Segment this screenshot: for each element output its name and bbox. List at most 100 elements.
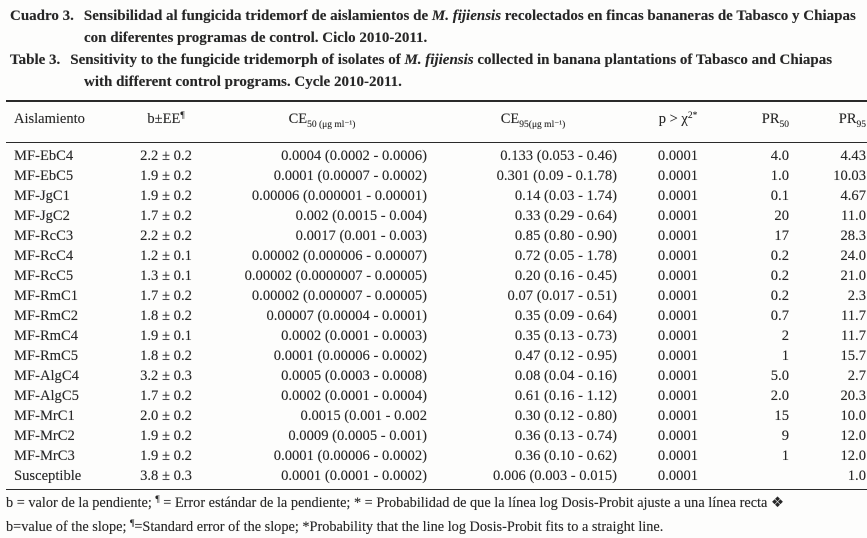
cell-ce50: 0.00002 (0.000007 - 0.00005) [251, 288, 427, 304]
cell-p-chi: 0.0001 [657, 308, 699, 324]
table-row: MF-AlgC5 1.7 ± 0.2 0.0002 (0.0001 - 0.00… [6, 386, 867, 406]
cell-aislamiento: MF-EbC5 [14, 168, 74, 184]
caption-english: Table 3. Sensitivity to the fungicide tri… [6, 50, 862, 93]
cell-pr50: 1 [781, 348, 789, 364]
col-header-b-ee: b±EE¶ [126, 101, 206, 143]
cell-pr95: 11.7 [841, 308, 866, 324]
cell-pr95: 4.67 [840, 188, 866, 204]
cell-pr95: 2.3 [847, 288, 866, 304]
cell-pr50: 0.7 [770, 308, 789, 324]
caption-english-species-name: M. fijiensis [404, 52, 474, 68]
cell-aislamiento: MF-RmC5 [14, 348, 79, 364]
cell-aislamiento: MF-RcC5 [14, 268, 74, 284]
cell-aislamiento: MF-RmC2 [14, 308, 79, 324]
cell-pr50: 15 [774, 408, 789, 424]
caption-spanish-text-after: recolectados en fincas bananeras de Taba… [84, 8, 856, 46]
cell-ce95: 0.20 (0.16 - 0.45) [514, 268, 617, 284]
caption-spanish-label: Cuadro 3. [10, 8, 74, 24]
cell-pr95: 2.7 [847, 368, 866, 384]
cell-aislamiento: MF-JgC2 [14, 208, 70, 224]
col-header-p-chi: p > χ2* [628, 101, 728, 143]
cell-aislamiento: MF-MrC2 [14, 428, 75, 444]
cell-pr95: 28.3 [840, 228, 866, 244]
cell-ce50: 0.00002 (0.0000007 - 0.00005) [244, 268, 427, 284]
cell-pr95: 4.43 [840, 148, 866, 164]
cell-b-ee: 3.2 ± 0.3 [140, 368, 192, 384]
cell-aislamiento: MF-JgC1 [14, 188, 70, 204]
col-header-ce95-sub: 95(μg ml⁻¹) [519, 120, 566, 130]
cell-aislamiento: MF-RmC4 [14, 328, 79, 344]
table-row: MF-AlgC4 3.2 ± 0.3 0.0005 (0.0003 - 0.00… [6, 366, 867, 386]
cell-b-ee: 2.0 ± 0.2 [140, 408, 192, 424]
footnote-english-part1: b=value of the slope; [6, 518, 130, 535]
col-header-p-chi-base: p > χ [658, 111, 688, 127]
cell-ce50: 0.0009 (0.0005 - 0.001) [288, 428, 427, 444]
cell-b-ee: 2.2 ± 0.2 [140, 148, 192, 164]
cell-pr95: 11.7 [841, 328, 866, 344]
cell-b-ee: 1.9 ± 0.2 [140, 448, 192, 464]
cell-p-chi: 0.0001 [657, 288, 699, 304]
cell-p-chi: 0.0001 [657, 348, 699, 364]
col-header-b-ee-sup: ¶ [180, 111, 185, 121]
col-header-ce50: CE50 (μg ml⁻¹) [206, 101, 438, 143]
cell-b-ee: 1.9 ± 0.2 [140, 168, 192, 184]
cell-b-ee: 1.9 ± 0.2 [140, 428, 192, 444]
cell-b-ee: 1.3 ± 0.1 [140, 268, 192, 284]
cell-p-chi: 0.0001 [657, 328, 699, 344]
cell-ce50: 0.00002 (0.000006 - 0.00007) [251, 248, 427, 264]
footnote-english: b=value of the slope; ¶=Standard error o… [6, 514, 862, 538]
col-header-ce50-base: CE [288, 111, 308, 127]
cell-pr50: 0.2 [770, 268, 789, 284]
col-header-pr95: PR95 [796, 101, 867, 143]
cell-p-chi: 0.0001 [657, 368, 699, 384]
cell-p-chi: 0.0001 [657, 208, 699, 224]
cell-ce95: 0.35 (0.09 - 0.64) [514, 308, 617, 324]
table-row: MF-RcC5 1.3 ± 0.1 0.00002 (0.0000007 - 0… [6, 266, 867, 286]
cell-ce95: 0.47 (0.12 - 0.95) [514, 348, 617, 364]
cell-pr50 [728, 466, 796, 490]
cell-ce95: 0.301 (0.09 - 0.1.78) [496, 168, 617, 184]
cell-ce95: 0.85 (0.80 - 0.90) [514, 228, 617, 244]
col-header-p-chi-sup: 2* [687, 111, 698, 121]
cell-pr50: 2 [781, 328, 789, 344]
cell-pr50: 17 [774, 228, 789, 244]
table-row: MF-JgC2 1.7 ± 0.2 0.002 (0.0015 - 0.004)… [6, 206, 867, 226]
col-header-b-ee-base: b±EE [147, 111, 181, 127]
caption-spanish-species-name: M. fijiensis [431, 8, 502, 24]
cell-p-chi: 0.0001 [657, 168, 699, 184]
cell-pr50: 1.0 [770, 168, 789, 184]
cell-pr95: 21.0 [840, 268, 866, 284]
cell-aislamiento: MF-RcC4 [14, 248, 74, 264]
cell-aislamiento: MF-RcC3 [14, 228, 74, 244]
cell-ce95: 0.006 (0.003 - 0.015) [492, 468, 617, 484]
cell-ce50: 0.0001 (0.00006 - 0.0002) [273, 448, 427, 464]
caption-spanish: Cuadro 3. Sensibilidad al fungicida tride… [6, 6, 862, 49]
cell-p-chi: 0.0001 [657, 408, 699, 424]
cell-p-chi: 0.0001 [657, 428, 699, 444]
cell-aislamiento: MF-RmC1 [14, 288, 79, 304]
cell-ce95: 0.133 (0.053 - 0.46) [500, 148, 617, 164]
table-row: MF-RmC2 1.8 ± 0.2 0.00007 (0.00004 - 0.0… [6, 306, 867, 326]
cell-p-chi: 0.0001 [657, 388, 699, 404]
table-row: MF-RcC4 1.2 ± 0.1 0.00002 (0.000006 - 0.… [6, 246, 867, 266]
caption-spanish-text-before: Sensibilidad al fungicida tridemorf de a… [83, 8, 432, 24]
cell-p-chi: 0.0001 [657, 148, 699, 164]
table-body: MF-EbC4 2.2 ± 0.2 0.0004 (0.0002 - 0.000… [6, 143, 867, 490]
cell-pr95: 20.3 [840, 388, 866, 404]
cell-b-ee: 3.8 ± 0.3 [140, 468, 192, 484]
col-header-pr50: PR50 [728, 101, 796, 143]
cell-pr95: 10.0 [840, 408, 866, 424]
cell-ce50: 0.0005 (0.0003 - 0.0008) [281, 368, 427, 384]
cell-ce50: 0.0001 (0.0001 - 0.0002) [281, 468, 427, 484]
cell-ce95: 0.36 (0.13 - 0.74) [514, 428, 617, 444]
cell-pr50: 0.2 [770, 248, 789, 264]
cell-pr95: 12.0 [840, 448, 866, 464]
col-header-ce50-sub: 50 (μg ml⁻¹) [307, 120, 356, 130]
table-row: MF-MrC2 1.9 ± 0.2 0.0009 (0.0005 - 0.001… [6, 426, 867, 446]
col-header-pr50-base: PR [761, 111, 780, 127]
col-header-pr95-base: PR [838, 111, 857, 127]
cell-b-ee: 1.9 ± 0.1 [140, 328, 192, 344]
col-header-ce95: CE95(μg ml⁻¹) [438, 101, 628, 143]
cell-aislamiento: MF-MrC1 [14, 408, 75, 424]
cell-ce95: 0.36 (0.10 - 0.62) [514, 448, 617, 464]
